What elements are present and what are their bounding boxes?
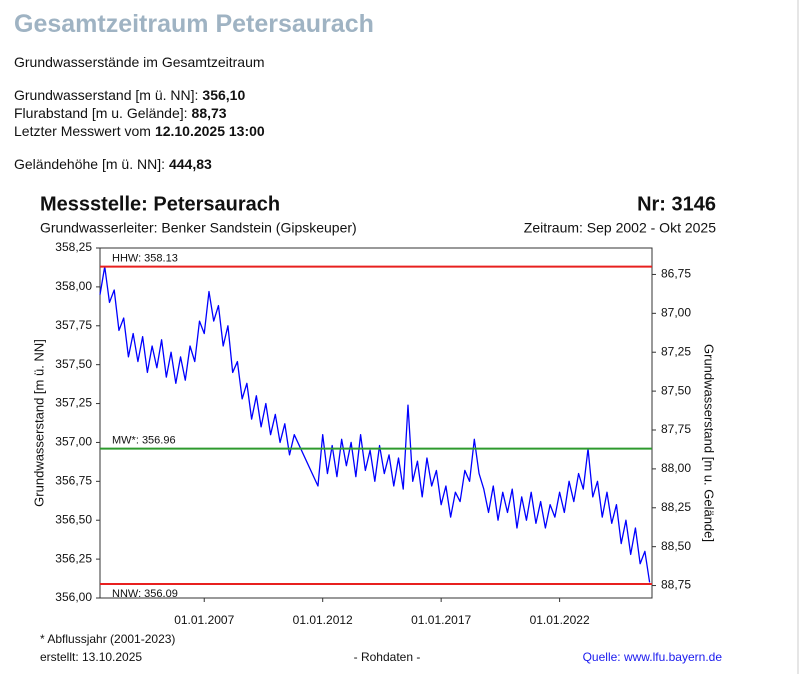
x-tick-label: 01.01.2012: [293, 613, 353, 627]
y2-tick-label: 87,00: [661, 306, 691, 320]
y2-tick-label: 88,75: [661, 578, 691, 592]
fact-label: Grundwasserstand [m ü. NN]:: [14, 87, 199, 103]
fact-value: 12.10.2025 13:00: [154, 123, 265, 139]
y-axis-title: Grundwasserstand [m ü. NN]: [31, 339, 46, 507]
chart-subtitle: Grundwasserleiter: Benker Sandstein (Gip…: [40, 220, 357, 236]
x-tick-label: 01.01.2017: [411, 613, 471, 627]
y-tick-label: 357,25: [55, 396, 92, 410]
y2-tick-label: 87,25: [661, 344, 691, 358]
source: Quelle: www.lfu.bayern.de: [583, 650, 723, 664]
fact-value: 356,10: [202, 87, 246, 103]
reference-label: MW*: 356.96: [112, 435, 176, 447]
footnote: * Abflussjahr (2001-2023): [40, 632, 175, 646]
chart-title: Messstelle: Petersaurach: [40, 193, 280, 215]
fact-label: Flurabstand [m u. Gelände]:: [14, 105, 188, 121]
y-tick-label: 356,50: [55, 512, 92, 526]
reference-label: NNW: 356.09: [112, 588, 178, 600]
period: Zeitraum: Sep 2002 - Okt 2025: [524, 220, 716, 236]
y-tick-label: 356,75: [55, 474, 92, 488]
y-tick-label: 356,25: [55, 551, 92, 565]
y-tick-label: 357,50: [55, 357, 92, 371]
plot-frame: [99, 247, 653, 599]
x-tick-label: 01.01.2022: [530, 613, 590, 627]
fact: Geländehöhe [m ü. NN]: 444,83: [14, 156, 212, 172]
station-number: Nr: 3146: [637, 193, 716, 215]
series-line: [99, 266, 651, 583]
y2-tick-label: 86,75: [661, 267, 691, 281]
y2-tick-label: 88,00: [661, 461, 691, 475]
y-tick-label: 356,00: [55, 590, 92, 604]
fact-value: 88,73: [191, 105, 227, 121]
y2-tick-label: 88,25: [661, 500, 691, 514]
y-tick-label: 357,00: [55, 435, 92, 449]
fact: Grundwasserstand [m ü. NN]: 356,10: [14, 87, 245, 103]
data-note: - Rohdaten -: [354, 650, 421, 664]
fact: Flurabstand [m u. Gelände]: 88,73: [14, 105, 227, 121]
fact-label: Geländehöhe [m ü. NN]:: [14, 156, 165, 172]
y2-axis-title: Grundwasserstand [m u. Gelände]: [702, 344, 717, 542]
edge: [797, 0, 799, 674]
fact-label: Letzter Messwert vom: [14, 123, 151, 139]
page-title: Gesamtzeitraum Petersaurach: [14, 10, 374, 38]
y2-tick-label: 87,50: [661, 383, 691, 397]
y-tick-label: 358,25: [55, 240, 92, 254]
y-tick-label: 358,00: [55, 279, 92, 293]
x-tick-label: 01.01.2007: [174, 613, 234, 627]
created: erstellt: 13.10.2025: [40, 650, 142, 664]
y-tick-label: 357,75: [55, 318, 92, 332]
y2-tick-label: 88,50: [661, 539, 691, 553]
y2-tick-label: 87,75: [661, 422, 691, 436]
fact-value: 444,83: [168, 156, 212, 172]
page-subtitle: Grundwasserstände im Gesamtzeitraum: [14, 54, 265, 70]
fact: Letzter Messwert vom 12.10.2025 13:00: [14, 123, 265, 139]
reference-label: HHW: 358.13: [112, 253, 178, 265]
